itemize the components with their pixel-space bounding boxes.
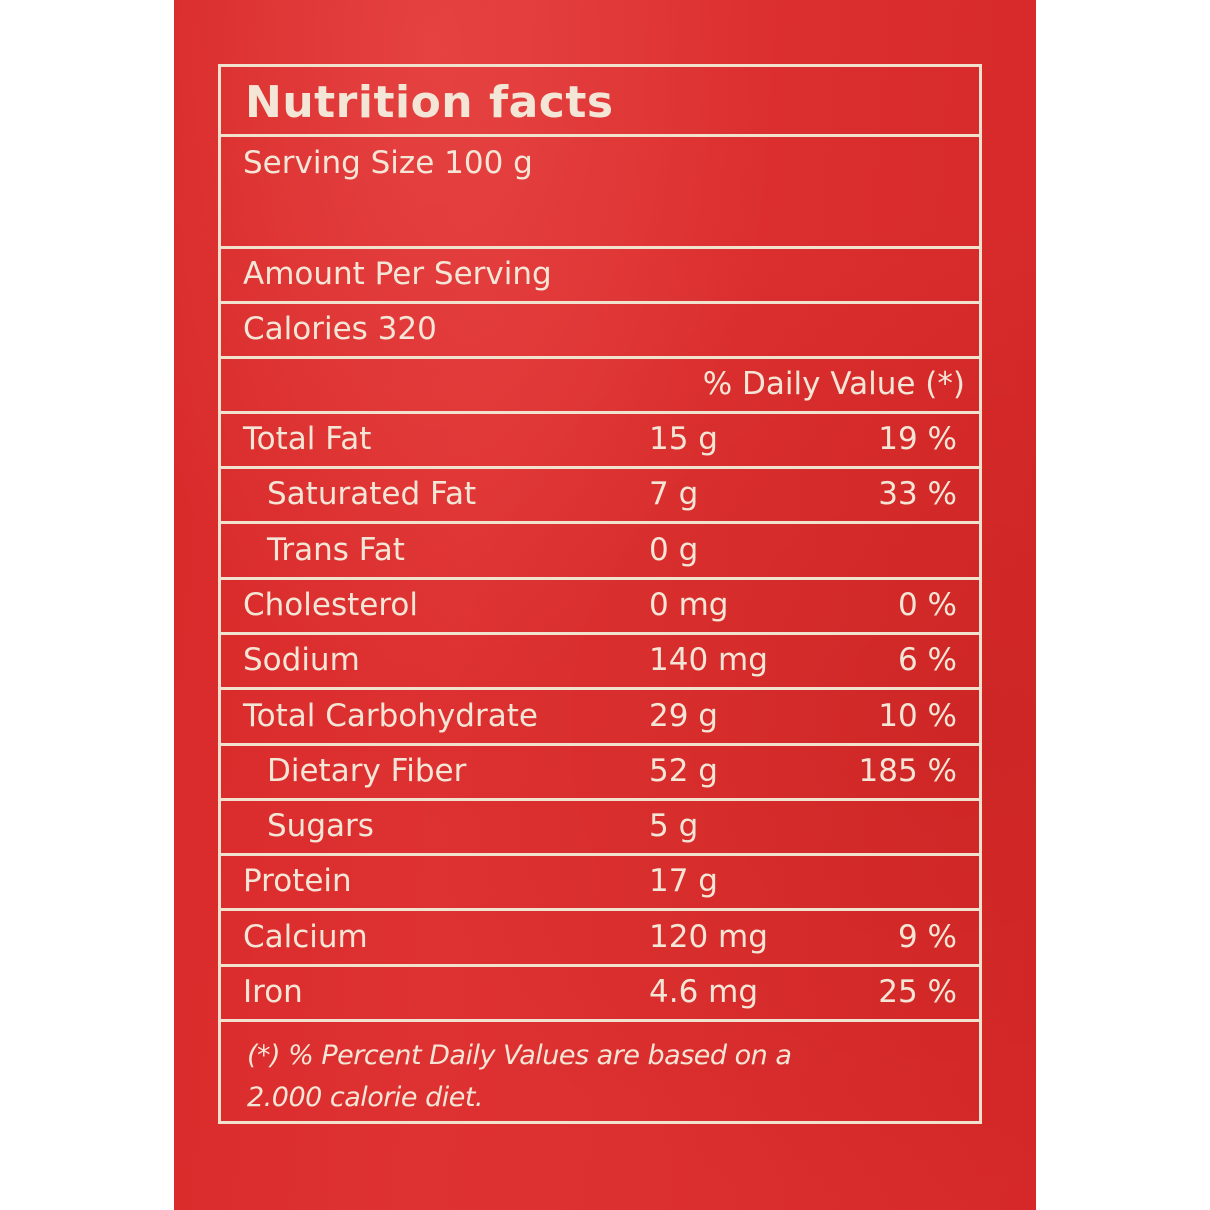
red-packet-background [174,0,1036,1210]
nutrient-row: Total Fat 15 g 19 % [221,414,979,469]
nutrient-name: Cholesterol [243,586,418,623]
nutrient-amount: 7 g [649,476,699,513]
nutrient-name: Dietary Fiber [267,752,467,789]
nutrient-amount: 4.6 mg [649,974,759,1010]
nutrition-facts-panel: Nutrition facts Serving Size 100 g Amoun… [218,64,982,1124]
nutrition-facts-title: Nutrition facts [245,77,614,128]
nutrient-row: Trans Fat 0 g [221,525,979,580]
footnote-line-2: 2.000 calorie diet. [247,1082,484,1113]
nutrient-daily-value: 25 % [878,974,957,1010]
calories-row: Calories 320 [221,304,979,359]
nutrient-daily-value: 9 % [897,918,957,955]
nutrient-daily-value: 185 % [858,752,957,789]
daily-value-header-row: % Daily Value (*) [221,359,979,414]
amount-per-serving-label: Amount Per Serving [243,256,552,292]
nutrient-amount: 52 g [649,752,718,789]
nutrient-name: Trans Fat [267,531,405,568]
nutrient-row: Iron 4.6 mg 25 % [221,967,979,1022]
nutrient-daily-value: 33 % [878,476,957,513]
nutrient-name: Total Carbohydrate [243,697,538,734]
nutrient-name: Total Fat [243,421,372,457]
nutrient-amount: 0 mg [649,586,729,623]
daily-value-header: % Daily Value (*) [702,366,965,402]
nutrient-row: Dietary Fiber 52 g 185 % [221,746,979,801]
nutrient-daily-value: 6 % [897,642,957,679]
nutrient-daily-value: 19 % [878,421,957,457]
nutrient-amount: 29 g [649,697,718,734]
footnote-line-1: (*) % Percent Daily Values are based on … [247,1040,792,1071]
nutrient-amount: 17 g [649,863,718,900]
nutrient-amount: 120 mg [649,918,768,955]
nutrient-amount: 15 g [649,421,718,457]
nutrient-amount: 5 g [649,808,699,845]
nutrient-name: Sodium [243,642,360,679]
nutrient-row: Sugars 5 g [221,801,979,857]
nutrient-row: Protein 17 g [221,856,979,912]
title-row: Nutrition facts [221,67,979,137]
nutrient-row: Sodium 140 mg 6 % [221,635,979,691]
nutrient-row: Saturated Fat 7 g 33 % [221,469,979,525]
nutrient-row: Calcium 120 mg 9 % [221,912,979,967]
nutrient-amount: 0 g [649,531,699,568]
nutrient-row: Cholesterol 0 mg 0 % [221,580,979,635]
nutrient-daily-value: 0 % [897,586,957,623]
nutrient-name: Calcium [243,918,368,955]
calories-label: Calories 320 [243,311,437,347]
nutrient-amount: 140 mg [649,642,768,679]
nutrient-name: Iron [243,974,303,1010]
nutrient-daily-value: 10 % [878,697,957,734]
nutrient-name: Protein [243,863,352,900]
serving-size-row: Serving Size 100 g [221,137,979,249]
serving-size: Serving Size 100 g [243,145,533,181]
nutrient-name: Sugars [267,808,374,845]
amount-per-serving-row: Amount Per Serving [221,249,979,304]
nutrient-row: Total Carbohydrate 29 g 10 % [221,691,979,746]
footnote: (*) % Percent Daily Values are based on … [247,1035,927,1119]
nutrient-name: Saturated Fat [267,476,477,513]
